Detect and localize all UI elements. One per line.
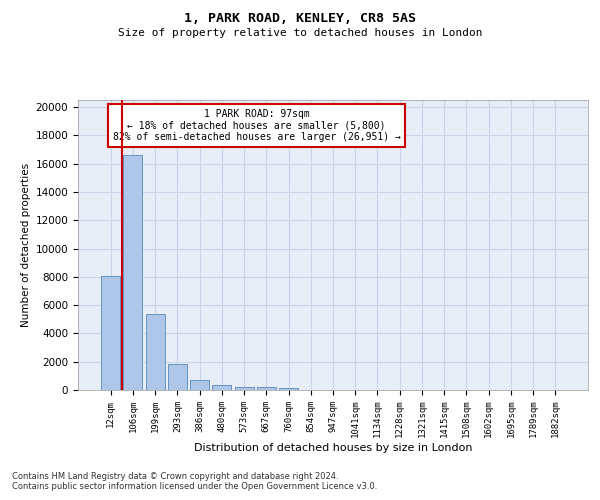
Bar — [190, 380, 209, 390]
Bar — [168, 364, 187, 390]
Bar — [146, 314, 164, 390]
Text: 1, PARK ROAD, KENLEY, CR8 5AS: 1, PARK ROAD, KENLEY, CR8 5AS — [184, 12, 416, 26]
Bar — [101, 276, 120, 390]
Bar — [257, 387, 276, 390]
Bar — [235, 386, 254, 390]
Bar — [279, 388, 298, 390]
Text: Contains public sector information licensed under the Open Government Licence v3: Contains public sector information licen… — [12, 482, 377, 491]
X-axis label: Distribution of detached houses by size in London: Distribution of detached houses by size … — [194, 443, 472, 453]
Bar — [124, 155, 142, 390]
Y-axis label: Number of detached properties: Number of detached properties — [22, 163, 31, 327]
Text: Contains HM Land Registry data © Crown copyright and database right 2024.: Contains HM Land Registry data © Crown c… — [12, 472, 338, 481]
Bar — [212, 386, 231, 390]
Text: Size of property relative to detached houses in London: Size of property relative to detached ho… — [118, 28, 482, 38]
Text: 1 PARK ROAD: 97sqm
← 18% of detached houses are smaller (5,800)
82% of semi-deta: 1 PARK ROAD: 97sqm ← 18% of detached hou… — [113, 108, 400, 142]
